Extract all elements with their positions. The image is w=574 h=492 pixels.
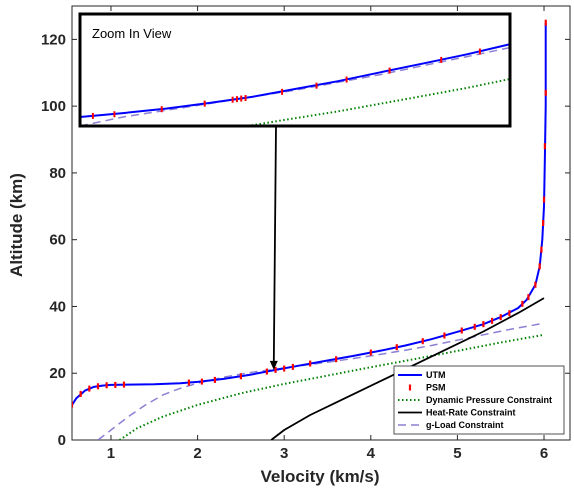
x-tick-label: 2 xyxy=(193,445,201,462)
axes-frame xyxy=(71,5,571,441)
y-tick-label: 80 xyxy=(49,165,66,182)
legend-box xyxy=(393,365,565,435)
zoom-arrow-head xyxy=(269,360,278,370)
series-line-dynamic-pressure-constraint xyxy=(119,333,545,440)
legend-label-g-load-constraint: g-Load Constraint xyxy=(426,420,504,430)
legend-label-utm: UTM xyxy=(426,370,446,380)
legend-label-heat-rate-constraint: Heat-Rate Constraint xyxy=(426,408,516,418)
inset-line-g-load-constraint xyxy=(80,46,510,126)
y-axis-label: Altitude (km) xyxy=(7,173,26,277)
y-tick-label: 120 xyxy=(41,31,66,48)
x-tick-label: 5 xyxy=(453,445,461,462)
zoom-arrow-line xyxy=(272,125,277,364)
x-tick-label: 3 xyxy=(280,445,288,462)
y-tick-label: 60 xyxy=(49,232,66,249)
legend-label-dynamic-pressure-constraint: Dynamic Pressure Constraint xyxy=(426,395,552,405)
y-tick-label: 20 xyxy=(49,365,66,382)
legend-label-psm: PSM xyxy=(426,383,446,393)
x-axis-label: Velocity (km/s) xyxy=(260,467,379,486)
y-tick-label: 0 xyxy=(58,432,66,449)
y-tick-label: 40 xyxy=(49,298,66,315)
inset-series-group xyxy=(80,43,510,126)
y-tick-label: 100 xyxy=(41,98,66,115)
inset-title: Zoom In View xyxy=(92,26,172,41)
x-tick-label: 6 xyxy=(540,445,548,462)
x-tick-label: 1 xyxy=(107,445,115,462)
inset-line-utm xyxy=(80,43,510,118)
inset-frame-border xyxy=(78,12,512,128)
x-tick-label: 4 xyxy=(367,445,376,462)
